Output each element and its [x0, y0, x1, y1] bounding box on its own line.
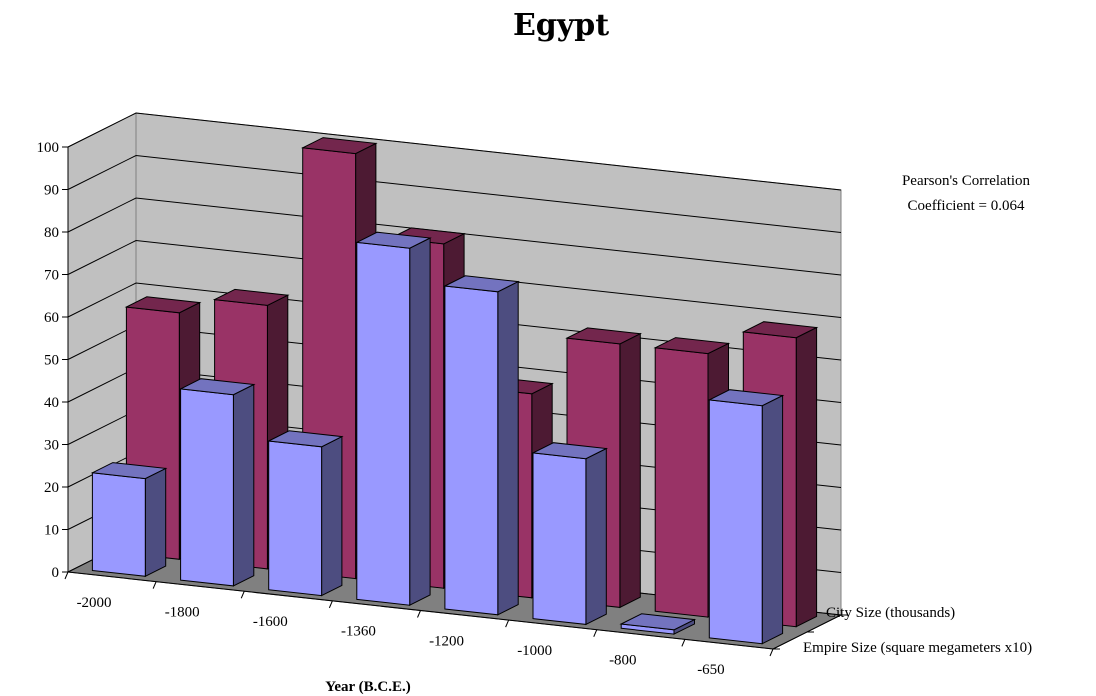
- bar-top-face: [90, 462, 168, 480]
- bar-side-face: [321, 435, 343, 597]
- bar-side-face: [497, 280, 519, 616]
- bar-top-face: [178, 378, 256, 396]
- y-tick-label: 60: [44, 310, 59, 326]
- bar-top-face: [707, 389, 785, 407]
- bar-top-face: [619, 613, 697, 631]
- bar-empire-size: [178, 378, 256, 587]
- x-tick-mark: [328, 600, 333, 609]
- bar-top-face: [741, 321, 819, 339]
- x-tick-mark: [769, 648, 774, 657]
- bar-front-face: [268, 440, 323, 597]
- bar-top-face: [531, 442, 609, 460]
- gridline: [67, 239, 842, 318]
- x-tick-mark: [681, 639, 686, 647]
- x-tick-mark: [417, 610, 421, 618]
- bar-top-face: [443, 275, 520, 293]
- bar-front-face: [444, 285, 499, 616]
- bar-side-face: [585, 447, 607, 626]
- gridline: [67, 154, 842, 233]
- bar-empire-size: [531, 442, 609, 626]
- series-label-empire: Empire Size (square megameters x10): [803, 640, 1032, 656]
- y-tick-label: 90: [44, 183, 59, 199]
- x-tick-mark: [593, 629, 598, 637]
- correlation-annotation-line1: Pearson's Correlation: [902, 173, 1031, 189]
- bars: [90, 137, 819, 645]
- x-tick-label: -650: [697, 662, 725, 678]
- x-tick-mark: [240, 591, 245, 599]
- bar-side-face: [144, 467, 167, 578]
- bar-front-face: [356, 241, 411, 606]
- x-tick-label: -1800: [165, 604, 200, 620]
- y-tick-label: 50: [44, 353, 59, 369]
- y-tick-label: 40: [44, 395, 59, 411]
- bar-front-face: [91, 472, 146, 577]
- y-tick-label: 0: [52, 565, 60, 581]
- bar-empire-size: [443, 275, 520, 616]
- bar-front-face: [532, 452, 587, 625]
- x-tick-label: -800: [609, 653, 637, 669]
- bar-empire-size: [266, 430, 344, 597]
- depth-axis: City Size (thousands) Empire Size (squar…: [772, 605, 1032, 656]
- bar-side-face: [761, 394, 784, 645]
- y-tick-label: 30: [44, 438, 59, 454]
- x-tick-label: -1000: [517, 643, 552, 659]
- bar-empire-size: [355, 231, 432, 607]
- gridline: [67, 112, 842, 191]
- x-axis: -2000 -1800 -1600 -1360 -1200 -1000 -800 -650: [64, 571, 774, 678]
- bar-empire-size: [707, 389, 785, 645]
- y-tick-label: 20: [44, 480, 59, 496]
- bar-side-face: [409, 237, 431, 607]
- bar-top-face: [266, 430, 344, 448]
- bar-front-face: [180, 388, 234, 587]
- x-tick-label: -1600: [253, 614, 288, 630]
- y-tick-label: 80: [44, 225, 59, 241]
- bar-top-face: [212, 288, 290, 306]
- bar-empire-size: [90, 462, 168, 578]
- bar-top-face: [124, 296, 202, 314]
- gridline: [67, 197, 842, 276]
- x-tick-label: -1200: [429, 633, 464, 649]
- bar-empire-size: [619, 613, 697, 635]
- bar-side-face: [232, 383, 255, 587]
- bar-top-face: [653, 337, 731, 355]
- y-tick-label: 10: [44, 523, 59, 539]
- x-axis-label: Year (B.C.E.): [325, 679, 411, 695]
- x-tick-label: -1360: [341, 624, 376, 640]
- y-tick-label: 100: [37, 140, 60, 156]
- series-label-city: City Size (thousands): [826, 605, 955, 621]
- bar-top-face: [300, 137, 378, 155]
- bar-front-face: [708, 399, 763, 645]
- x-tick-mark: [505, 619, 510, 628]
- bar-side-face: [795, 326, 818, 628]
- y-tick-label: 70: [44, 268, 59, 284]
- x-tick-label: -2000: [77, 595, 112, 611]
- bar-side-face: [619, 332, 641, 609]
- y-axis: 0 10 20 30 40 50 60 70 80 90 100: [37, 140, 69, 581]
- x-tick-mark: [64, 571, 69, 580]
- correlation-annotation-line2: Coefficient = 0.064: [908, 198, 1025, 214]
- bar-top-face: [565, 327, 643, 345]
- chart-title: Egypt: [513, 8, 609, 43]
- x-tick-mark: [152, 581, 157, 589]
- bar-front-face: [654, 347, 709, 618]
- bar-top-face: [355, 231, 432, 249]
